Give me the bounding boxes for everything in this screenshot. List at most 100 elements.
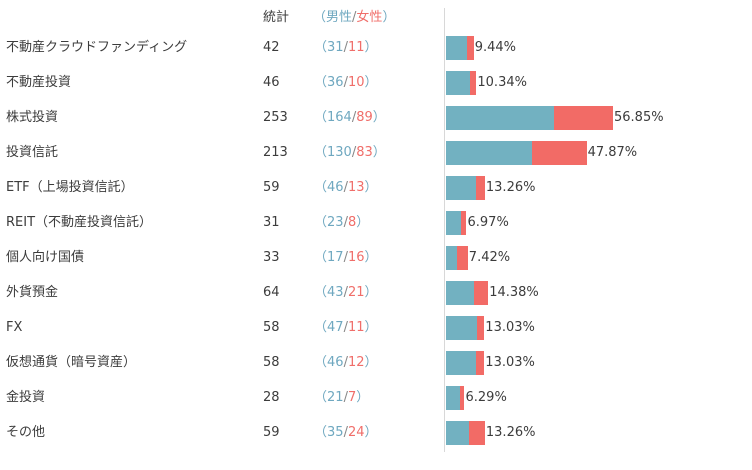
female-value: 89: [356, 110, 373, 125]
stacked-bar: [446, 71, 477, 95]
total-value: 64: [263, 285, 280, 300]
bar-segment-male: [446, 316, 477, 340]
total-value: 59: [263, 180, 280, 195]
chart-row: 仮想通貨（暗号資産） 58 （46/12） 13.03%: [0, 351, 752, 386]
bar-segment-male: [446, 36, 467, 60]
stacked-bar: [446, 386, 465, 410]
close-paren: ）: [364, 40, 378, 55]
chart-row: 個人向け国債 33 （17/16） 7.42%: [0, 246, 752, 281]
bar-segment-male: [446, 141, 532, 165]
close-paren: ）: [364, 355, 378, 370]
female-value: 11: [347, 320, 365, 335]
male-value: 21: [327, 390, 344, 405]
percentage-label: 13.26%: [485, 180, 536, 195]
stacked-bar: [446, 316, 485, 340]
close-paren: ）: [364, 180, 378, 195]
close-paren: ）: [356, 215, 370, 230]
bar-segment-female: [469, 421, 485, 445]
female-value: 10: [347, 75, 365, 90]
stacked-bar: [446, 211, 467, 235]
bar-segment-female: [476, 176, 485, 200]
bar-segment-female: [531, 141, 587, 165]
chart-row: 金投資 28 （21/7） 6.29%: [0, 386, 752, 421]
open-paren: （: [314, 285, 328, 300]
split-separator: /: [351, 145, 357, 160]
chart-row: 不動産投資 46 （36/10） 10.34%: [0, 71, 752, 106]
category-label: 不動産クラウドファンディング: [6, 40, 188, 55]
category-label: 投資信託: [6, 145, 59, 160]
bar-segment-male: [446, 281, 475, 305]
chart-row: FX 58 （47/11） 13.03%: [0, 316, 752, 351]
close-paren: ）: [364, 250, 378, 265]
header-open-paren: （: [313, 10, 327, 25]
gender-split: （130/83）: [314, 141, 386, 165]
stacked-bar: [446, 246, 468, 270]
gender-split: （43/21）: [314, 281, 378, 305]
bar-segment-female: [476, 351, 485, 375]
male-value: 35: [327, 425, 344, 440]
male-value: 164: [327, 110, 352, 125]
percentage-label: 13.03%: [485, 320, 535, 335]
gender-split: （31/11）: [314, 36, 378, 60]
gender-split: （36/10）: [314, 71, 378, 95]
total-value: 58: [263, 320, 280, 335]
close-paren: ）: [364, 425, 378, 440]
close-paren: ）: [356, 390, 370, 405]
female-value: 13: [347, 180, 365, 195]
percentage-label: 14.38%: [489, 285, 539, 300]
close-paren: ）: [372, 110, 386, 125]
male-value: 46: [327, 355, 344, 370]
bar-segment-female: [466, 36, 474, 60]
chart-row: REIT（不動産投資信託） 31 （23/8） 6.97%: [0, 211, 752, 246]
bar-segment-female: [554, 106, 613, 130]
total-value: 213: [263, 145, 288, 160]
header-total: 統計: [263, 10, 290, 25]
close-paren: ）: [372, 145, 386, 160]
open-paren: （: [314, 110, 328, 125]
open-paren: （: [314, 390, 328, 405]
stacked-bar: [446, 421, 485, 445]
male-value: 47: [327, 320, 344, 335]
split-separator: /: [343, 285, 348, 300]
percentage-label: 7.42%: [468, 250, 511, 265]
stacked-bar: [446, 351, 485, 375]
bar-segment-male: [446, 71, 470, 95]
female-value: 8: [347, 215, 357, 230]
split-separator: /: [343, 215, 348, 230]
total-value: 42: [263, 40, 280, 55]
open-paren: （: [314, 180, 328, 195]
bar-segment-female: [469, 71, 477, 95]
open-paren: （: [314, 215, 328, 230]
header-separator: /: [352, 10, 357, 25]
gender-split: （17/16）: [314, 246, 378, 270]
male-value: 130: [327, 145, 352, 160]
female-value: 83: [356, 145, 373, 160]
percentage-label: 6.29%: [465, 390, 507, 405]
open-paren: （: [314, 145, 328, 160]
bar-segment-female: [461, 211, 467, 235]
total-value: 58: [263, 355, 280, 370]
male-value: 23: [327, 215, 344, 230]
total-value: 46: [263, 75, 280, 90]
bar-segment-male: [446, 211, 462, 235]
bar-segment-female: [459, 386, 465, 410]
female-value: 11: [347, 40, 365, 55]
close-paren: ）: [364, 75, 378, 90]
gender-split: （46/13）: [314, 176, 378, 200]
chart-row: その他 59 （35/24） 13.26%: [0, 421, 752, 456]
category-label: 株式投資: [6, 110, 59, 125]
percentage-label: 9.44%: [474, 40, 516, 55]
bar-segment-female: [457, 246, 468, 270]
chart-row: 不動産クラウドファンディング 42 （31/11） 9.44%: [0, 36, 752, 71]
open-paren: （: [314, 40, 328, 55]
percentage-label: 56.85%: [614, 110, 664, 125]
female-value: 16: [347, 250, 365, 265]
header-split: （男性/女性）: [313, 8, 395, 28]
gender-split: （47/11）: [314, 316, 378, 340]
split-separator: /: [343, 355, 348, 370]
female-value: 12: [347, 355, 365, 370]
category-label: FX: [6, 320, 23, 335]
gender-split: （21/7）: [314, 386, 369, 410]
chart-row: 投資信託 213 （130/83） 47.87%: [0, 141, 752, 176]
male-value: 17: [327, 250, 344, 265]
